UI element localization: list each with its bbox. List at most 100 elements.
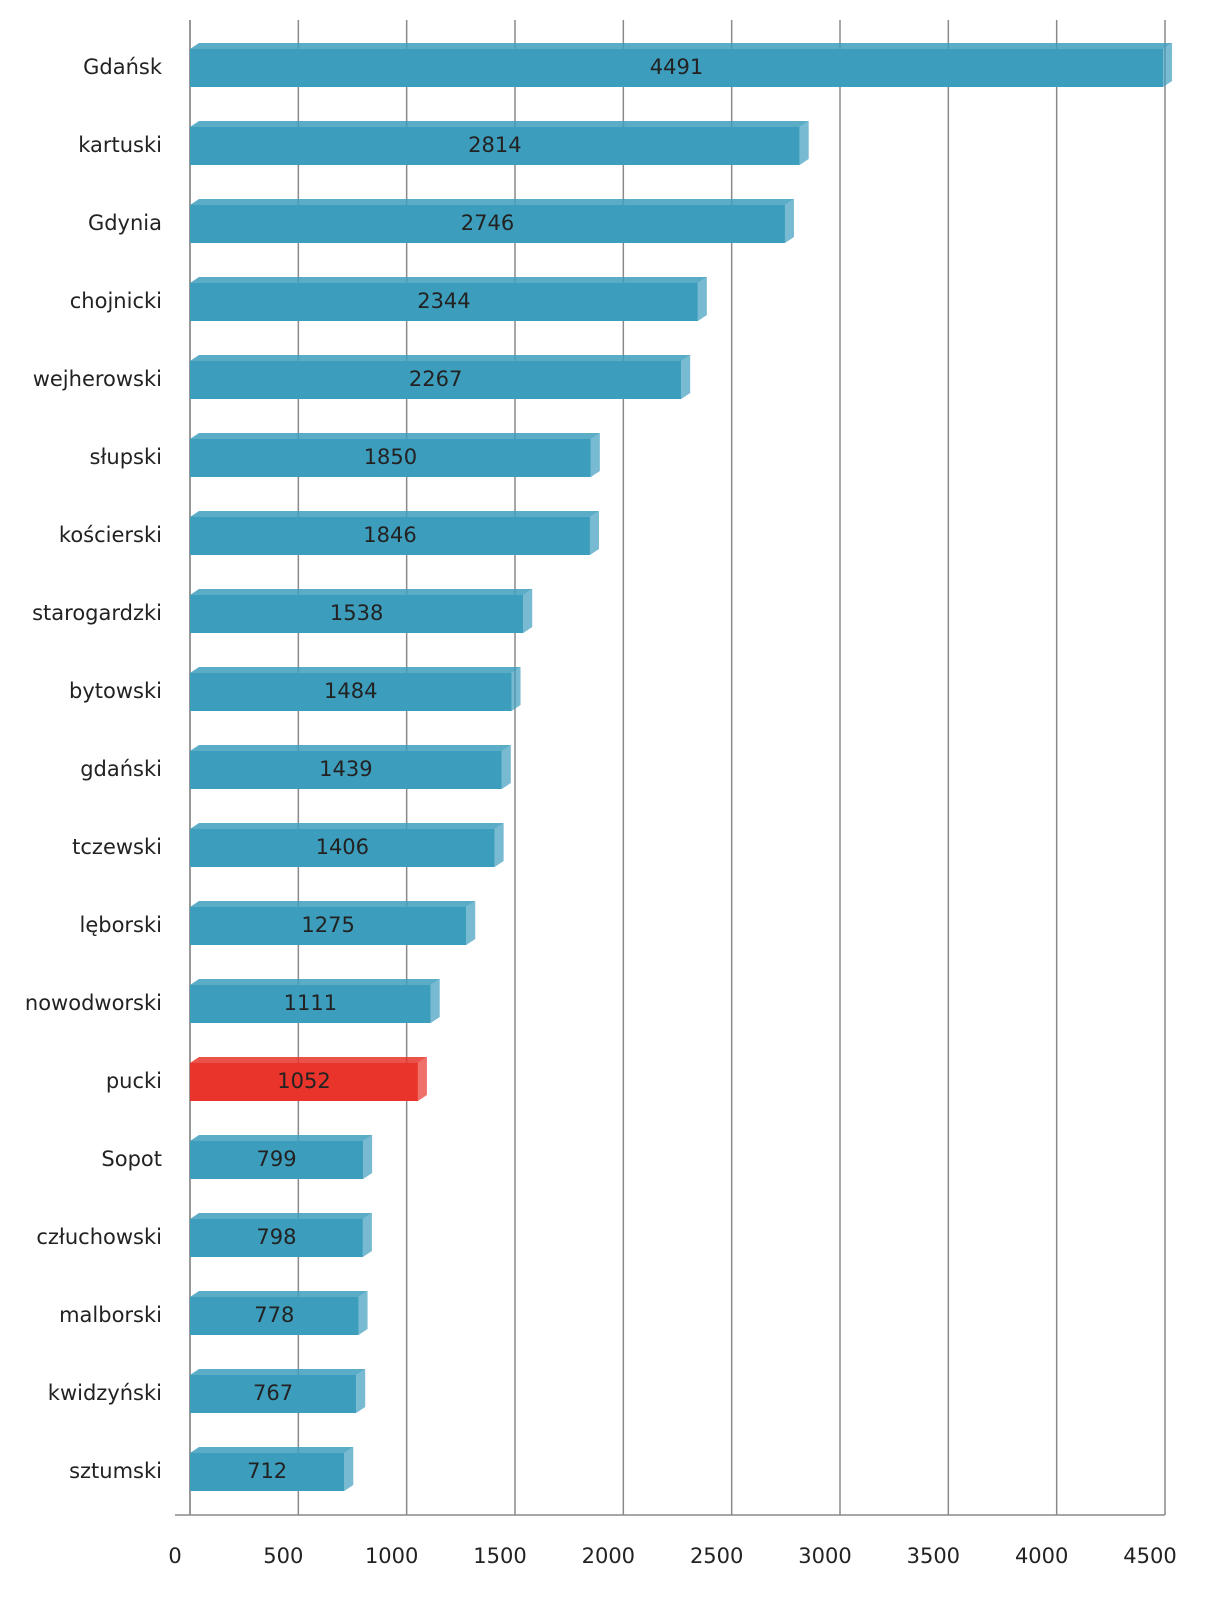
value-label: 1406	[316, 835, 369, 859]
value-label: 1275	[301, 913, 354, 937]
value-label: 2267	[409, 367, 462, 391]
bar-top	[190, 589, 533, 595]
category-label: kartuski	[78, 133, 162, 157]
bar	[190, 829, 495, 867]
x-tick-label: 2000	[582, 1544, 635, 1568]
bar-top	[190, 1135, 373, 1141]
bar-top	[190, 121, 809, 127]
bar-top	[190, 667, 521, 673]
bar-side	[362, 1213, 372, 1257]
category-label: gdański	[80, 757, 162, 781]
x-tick-label: 1000	[365, 1544, 418, 1568]
category-label: słupski	[90, 445, 163, 469]
bar	[190, 361, 682, 399]
bar-side	[681, 355, 691, 399]
x-tick-label: 4500	[1123, 1544, 1176, 1568]
value-label: 1439	[319, 757, 372, 781]
bar-side	[344, 1447, 354, 1491]
value-label: 4491	[650, 55, 703, 79]
category-label: malborski	[59, 1303, 162, 1327]
value-label: 799	[257, 1147, 297, 1171]
bar-top	[190, 823, 504, 829]
x-tick-label: 3000	[798, 1544, 851, 1568]
bar	[190, 673, 512, 711]
bar-side	[356, 1369, 366, 1413]
category-label: lęborski	[79, 913, 162, 937]
bar-side	[784, 199, 794, 243]
category-label: Sopot	[101, 1147, 162, 1171]
value-label: 1850	[364, 445, 417, 469]
bar-side	[523, 589, 533, 633]
bar	[190, 517, 590, 555]
bar-top	[190, 43, 1173, 49]
category-label: chojnicki	[70, 289, 162, 313]
bar	[190, 1375, 357, 1413]
bar-side	[363, 1135, 373, 1179]
bar-top	[190, 199, 794, 205]
value-label: 1538	[330, 601, 383, 625]
x-tick-label: 500	[263, 1544, 303, 1568]
bar	[190, 1297, 359, 1335]
bar	[190, 49, 1164, 87]
bar-top	[190, 433, 600, 439]
value-label: 712	[247, 1459, 287, 1483]
bar	[190, 127, 800, 165]
bar-side	[799, 121, 809, 165]
category-label: starogardzki	[32, 601, 162, 625]
bar-top	[190, 355, 691, 361]
bar-top	[190, 1369, 366, 1375]
bar-top	[190, 1057, 427, 1063]
bar	[190, 1063, 418, 1101]
bar-side	[590, 433, 600, 477]
bar	[190, 985, 431, 1023]
bar	[190, 1219, 363, 1257]
category-label: pucki	[106, 1069, 162, 1093]
category-label: człuchowski	[36, 1225, 162, 1249]
bar-side	[501, 745, 511, 789]
x-tick-label: 0	[168, 1544, 181, 1568]
value-label: 1846	[363, 523, 416, 547]
bar-top	[190, 1291, 368, 1297]
value-label: 767	[253, 1381, 293, 1405]
value-label: 2814	[468, 133, 521, 157]
bar-side	[466, 901, 476, 945]
bar-side	[494, 823, 504, 867]
category-label: nowodworski	[25, 991, 162, 1015]
category-label: wejherowski	[33, 367, 162, 391]
category-label: tczewski	[72, 835, 162, 859]
bar	[190, 595, 524, 633]
bar-top	[190, 511, 599, 517]
value-label: 1052	[277, 1069, 330, 1093]
bar-side	[697, 277, 707, 321]
bar-top	[190, 901, 476, 907]
bar-side	[511, 667, 521, 711]
category-label: kościerski	[59, 523, 162, 547]
x-tick-label: 4000	[1015, 1544, 1068, 1568]
bar-side	[1163, 43, 1173, 87]
value-label: 778	[254, 1303, 294, 1327]
bar	[190, 1141, 364, 1179]
bar-top	[190, 277, 707, 283]
bar-top	[190, 1447, 354, 1453]
x-tick-label: 3500	[907, 1544, 960, 1568]
value-label: 798	[256, 1225, 296, 1249]
x-tick-label: 1500	[473, 1544, 526, 1568]
bar-side	[589, 511, 599, 555]
bar	[190, 205, 785, 243]
category-label: Gdańsk	[83, 55, 163, 79]
category-label: bytowski	[69, 679, 162, 703]
bar	[190, 283, 698, 321]
value-label: 1484	[324, 679, 377, 703]
bar-side	[430, 979, 440, 1023]
value-label: 2344	[417, 289, 470, 313]
category-label: sztumski	[69, 1459, 162, 1483]
bar-top	[190, 1213, 372, 1219]
value-label: 2746	[461, 211, 514, 235]
category-label: kwidzyński	[48, 1381, 162, 1405]
bar-side	[417, 1057, 427, 1101]
bar-top	[190, 979, 440, 985]
bar-top	[190, 745, 511, 751]
bar	[190, 751, 502, 789]
bar-side	[358, 1291, 368, 1335]
